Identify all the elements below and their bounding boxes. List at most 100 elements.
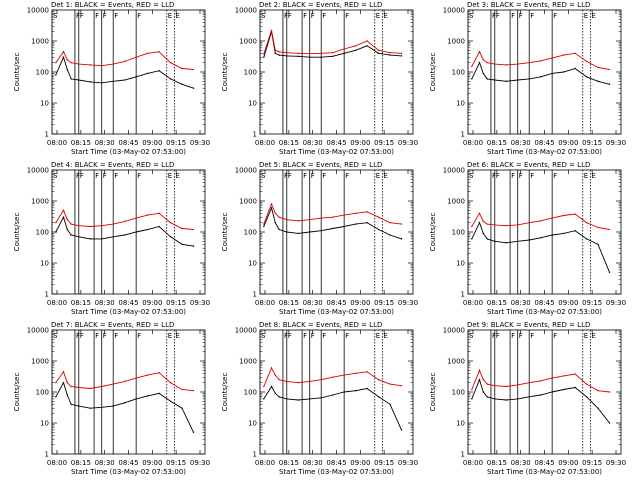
data-point xyxy=(574,213,576,215)
data-point xyxy=(539,394,542,396)
data-point xyxy=(112,405,114,407)
y-tick-label: 100 xyxy=(452,389,465,397)
marker-label-E: E xyxy=(584,332,588,340)
data-point xyxy=(608,83,611,86)
data-point xyxy=(562,375,565,377)
data-point xyxy=(389,51,391,54)
data-point xyxy=(482,232,484,235)
chart-title: Det 9: BLACK = Events, RED = LLD xyxy=(467,321,590,329)
marker-label-F: F xyxy=(137,12,141,20)
data-point xyxy=(89,238,91,240)
data-point xyxy=(343,214,345,216)
data-point xyxy=(66,228,69,231)
y-tick-label: 100 xyxy=(452,229,465,237)
data-point xyxy=(354,49,357,52)
y-tick-label: 1000 xyxy=(31,198,49,206)
data-point xyxy=(478,212,481,215)
data-point xyxy=(89,64,91,66)
data-point xyxy=(158,225,160,228)
data-point xyxy=(297,232,299,235)
data-point xyxy=(562,71,565,73)
marker-label-F: F xyxy=(114,12,118,20)
marker-label-F: F xyxy=(322,172,326,180)
data-point xyxy=(278,51,280,53)
data-point xyxy=(331,376,334,378)
data-point xyxy=(297,381,299,384)
data-point xyxy=(331,227,334,230)
data-point xyxy=(146,228,149,231)
x-tick-label: 08:30 xyxy=(95,139,115,147)
chart-title: Det 8: BLACK = Events, RED = LLD xyxy=(259,321,382,329)
data-point xyxy=(192,68,195,71)
data-point xyxy=(135,231,137,233)
marker-label-E: E xyxy=(383,172,387,180)
marker-label-F: F xyxy=(80,12,84,20)
data-point xyxy=(551,377,553,379)
data-point xyxy=(574,52,576,55)
data-point xyxy=(331,394,334,396)
data-point xyxy=(112,236,114,238)
data-point xyxy=(135,377,137,379)
data-point xyxy=(274,392,276,395)
x-axis-label: Start Time (03-May-02 07:53:00) xyxy=(71,468,186,476)
data-point xyxy=(471,78,473,80)
data-point xyxy=(135,56,137,58)
y-axis-label: Counts/sec xyxy=(13,213,21,252)
y-tick-label: 1 xyxy=(45,291,49,299)
data-point xyxy=(597,80,599,83)
panel-det-3: Det 3: BLACK = Events, RED = LLD 1 10 100 10… xyxy=(429,1,626,156)
data-point xyxy=(89,81,91,83)
data-point xyxy=(62,371,65,373)
x-tick-label: 09:30 xyxy=(606,139,626,147)
x-axis-label: Start Time (03-May-02 07:53:00) xyxy=(71,308,186,316)
data-point xyxy=(309,398,311,400)
data-point xyxy=(297,55,299,58)
data-point xyxy=(123,79,126,81)
series-events xyxy=(471,61,610,85)
data-point xyxy=(486,238,488,240)
panel-det-4: Det 4: BLACK = Events, RED = LLD 1 10 100 10… xyxy=(13,161,210,316)
marker-label-E: E xyxy=(591,172,595,180)
data-point xyxy=(400,238,403,240)
marker-label-S: S xyxy=(53,12,58,20)
marker-label-S: S xyxy=(53,172,58,180)
data-point xyxy=(574,373,576,375)
x-tick-label: 08:30 xyxy=(511,459,531,467)
data-point xyxy=(471,225,473,228)
y-tick-label: 10 xyxy=(40,260,49,268)
marker-label-E: E xyxy=(168,12,172,20)
panel-det-6: Det 6: BLACK = Events, RED = LLD 1 10 100 10… xyxy=(429,161,626,316)
y-tick-label: 1000 xyxy=(31,358,49,366)
panel-det-8: Det 8: BLACK = Events, RED = LLD 1 10 100 10… xyxy=(221,321,418,476)
data-point xyxy=(78,386,80,389)
data-point xyxy=(70,78,72,80)
marker-label-S: S xyxy=(261,12,266,20)
data-point xyxy=(400,55,403,57)
marker-label-F: F xyxy=(103,172,107,180)
x-tick-label: 08:00 xyxy=(255,139,275,147)
data-point xyxy=(494,63,496,65)
data-point xyxy=(320,52,322,55)
x-tick-label: 08:15 xyxy=(487,139,507,147)
data-point xyxy=(320,378,322,381)
data-point xyxy=(471,238,473,240)
data-point xyxy=(354,45,357,47)
data-point xyxy=(486,223,488,225)
x-tick-label: 09:00 xyxy=(350,139,370,147)
marker-label-S: S xyxy=(261,332,266,340)
marker-label-F: F xyxy=(80,172,84,180)
x-tick-label: 09:00 xyxy=(558,139,578,147)
data-point xyxy=(400,52,403,55)
data-point xyxy=(354,212,357,215)
data-point xyxy=(585,60,588,63)
data-point xyxy=(309,52,311,55)
x-tick-label: 08:15 xyxy=(71,139,91,147)
data-point xyxy=(78,224,80,227)
data-point xyxy=(551,57,553,59)
chart-title: Det 2: BLACK = Events, RED = LLD xyxy=(259,1,382,9)
marker-label-F: F xyxy=(114,332,118,340)
data-point xyxy=(146,214,149,216)
data-point xyxy=(517,384,519,386)
y-tick-label: 1 xyxy=(461,451,465,459)
data-point xyxy=(377,378,380,381)
